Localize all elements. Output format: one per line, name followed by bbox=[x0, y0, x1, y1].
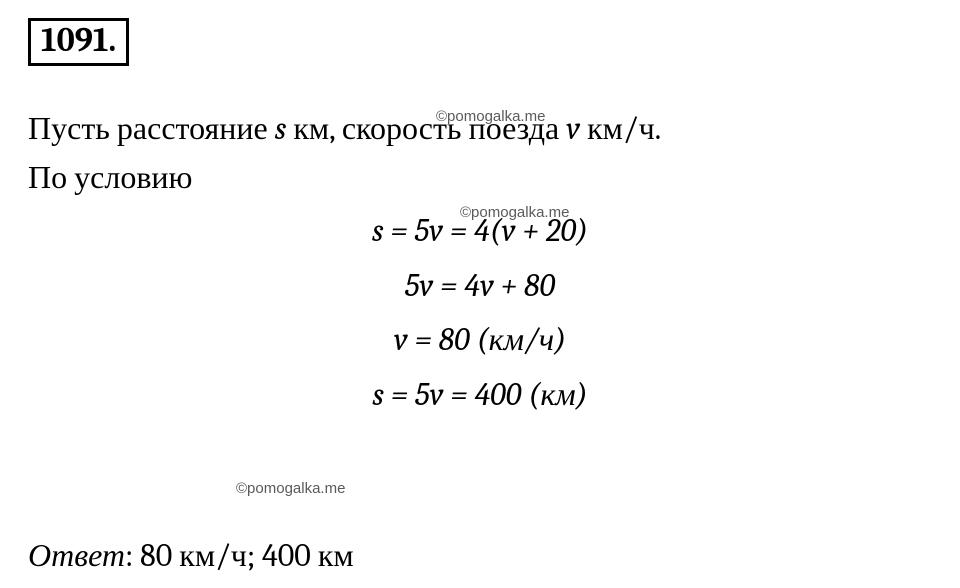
text-prefix: Пусть расстояние bbox=[28, 110, 275, 147]
equation-line: s = 5v = 400 (км) bbox=[372, 373, 587, 418]
answer-sep: : bbox=[125, 537, 140, 574]
var-v: v bbox=[566, 110, 580, 147]
equation-block: s = 5v = 4(v + 20) 5v = 4v + 80 v = 80 (… bbox=[28, 209, 932, 418]
equation-line: v = 80 (км/ч) bbox=[394, 318, 566, 363]
answer-label: Ответ bbox=[28, 537, 125, 574]
equation-line: 5v = 4v + 80 bbox=[405, 264, 555, 309]
problem-number: 1091. bbox=[41, 20, 116, 60]
answer-value: 80 км/ч; 400 км bbox=[140, 537, 354, 574]
problem-number-box: 1091. bbox=[28, 18, 129, 66]
page-root: 1091. Пусть расстояние s км, скорость по… bbox=[0, 0, 960, 588]
statement-line2: По условию bbox=[28, 159, 192, 196]
text-mid1: км, скорость поезда bbox=[286, 110, 566, 147]
watermark: ©pomogalka.me bbox=[236, 480, 345, 497]
answer-line: Ответ: 80 км/ч; 400 км bbox=[28, 537, 354, 574]
problem-statement: Пусть расстояние s км, скорость поезда v… bbox=[28, 104, 932, 203]
var-s: s bbox=[275, 110, 287, 147]
equation-line: s = 5v = 4(v + 20) bbox=[372, 209, 588, 254]
statement-line1: Пусть расстояние s км, скорость поезда v… bbox=[28, 110, 661, 147]
text-suffix: км/ч. bbox=[580, 110, 661, 147]
